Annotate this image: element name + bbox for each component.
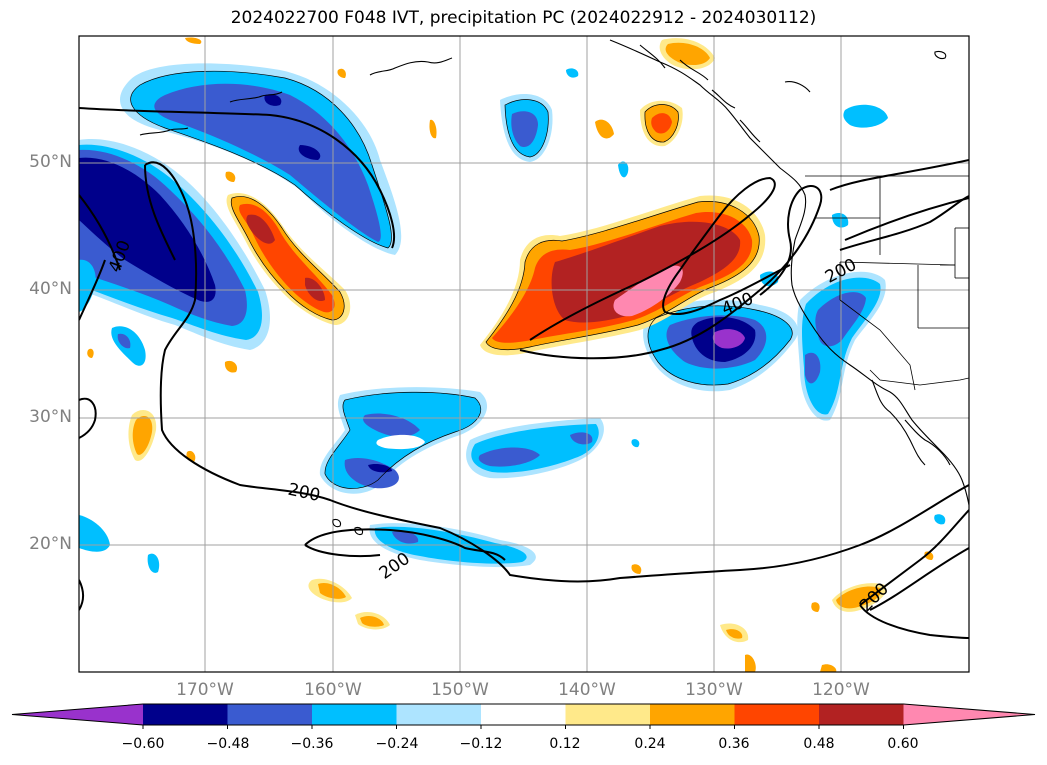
colorbar <box>11 703 1036 729</box>
pc-thin-contours <box>130 70 793 489</box>
colorbar-segment <box>481 704 566 725</box>
negative-pc-region-west <box>79 139 270 366</box>
lat-label-30n: 30°N <box>29 407 72 427</box>
political-boundaries <box>805 175 969 391</box>
colorbar-tick: 0.36 <box>718 736 750 752</box>
lat-label-40n: 40°N <box>29 279 72 299</box>
colorbar-segment <box>565 704 651 725</box>
colorbar-tick: 0.12 <box>549 736 581 752</box>
coastline <box>139 39 969 536</box>
positive-pc-region-southeast <box>87 68 934 672</box>
colorbar-tick: −0.36 <box>290 736 334 752</box>
lon-label-160w: 160°W <box>304 680 362 700</box>
lat-label-20n: 20°N <box>29 534 72 554</box>
colorbar-tick: 0.60 <box>887 736 919 752</box>
negative-pc-region-central <box>319 387 604 568</box>
lon-label-170w: 170°W <box>176 680 234 700</box>
ivt-contours <box>79 107 969 639</box>
negative-pc-region-east <box>79 68 946 573</box>
positive-pc-region-north <box>185 37 715 147</box>
colorbar-segment <box>227 704 313 725</box>
colorbar-tick: −0.60 <box>121 736 165 752</box>
colorbar-extension-min <box>12 704 143 725</box>
colorbar-segment <box>650 704 735 725</box>
lat-label-50n: 50°N <box>29 152 72 172</box>
colorbar-tick: −0.12 <box>459 736 503 752</box>
colorbar-segment <box>396 704 482 725</box>
colorbar-tick: −0.48 <box>206 736 250 752</box>
colorbar-segment <box>312 704 397 725</box>
lon-label-140w: 140°W <box>558 680 616 700</box>
colorbar-tick: 0.24 <box>634 736 666 752</box>
colorbar-tick: 0.48 <box>803 736 835 752</box>
map-title: 2024022700 F048 IVT, precipitation PC (2… <box>230 8 817 28</box>
positive-pc-region-main <box>480 195 766 356</box>
map-border <box>78 35 970 673</box>
map-gridlines <box>79 36 969 672</box>
colorbar-segment <box>143 704 228 725</box>
lon-label-130w: 130°W <box>685 680 743 700</box>
lon-label-150w: 150°W <box>431 680 489 700</box>
lon-label-120w: 120°W <box>812 680 870 700</box>
positive-pc-region-west <box>226 193 351 325</box>
colorbar-segment <box>734 704 820 725</box>
colorbar-segment <box>819 704 904 725</box>
colorbar-tick: −0.24 <box>375 736 419 752</box>
colorbar-extension-max <box>903 704 1035 725</box>
